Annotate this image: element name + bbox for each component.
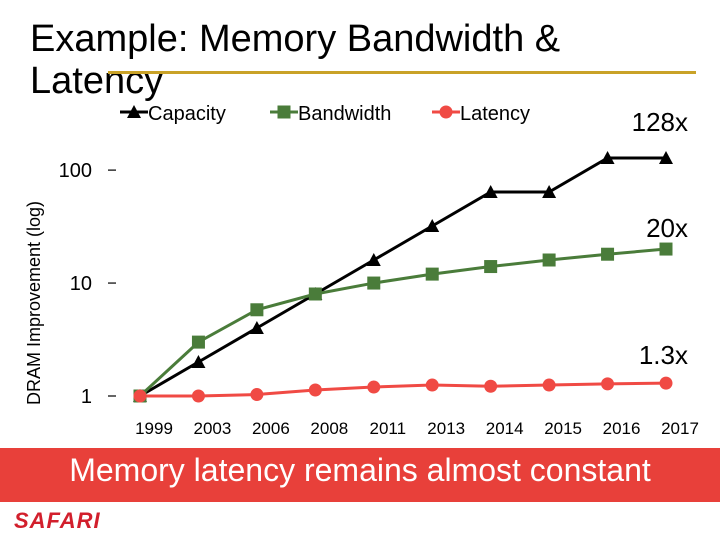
banner-text: Memory latency remains almost constant <box>69 452 651 488</box>
x-tick-label: 1999 <box>135 419 173 438</box>
y-tick-label: 1 <box>81 386 92 408</box>
end-label-bandwidth: 20x <box>646 213 688 243</box>
legend-label: Latency <box>460 103 530 125</box>
y-ticks: 1 10 100 <box>59 160 116 408</box>
data-point-latency <box>659 376 673 390</box>
data-point-capacity <box>249 321 264 334</box>
legend: Capacity Bandwidth Latency <box>120 103 530 125</box>
data-point-bandwidth <box>659 242 673 256</box>
data-point-latency <box>250 388 264 402</box>
data-point-latency <box>542 378 556 392</box>
data-point-capacity <box>659 151 673 164</box>
data-point-capacity <box>600 151 615 164</box>
data-point-latency <box>601 377 615 391</box>
data-point-bandwidth <box>367 276 381 290</box>
x-tick-label: 2015 <box>544 419 582 438</box>
series-line-latency <box>140 381 667 398</box>
x-tick-label: 2003 <box>194 419 232 438</box>
highlight-banner <box>0 448 720 502</box>
data-point-capacity <box>542 185 557 198</box>
x-tick-label: 2017 <box>661 419 699 438</box>
x-tick-label: 2006 <box>252 419 290 438</box>
legend-marker <box>439 105 453 119</box>
x-tick-label: 2016 <box>603 419 641 438</box>
data-point-capacity <box>483 185 498 198</box>
x-tick-label: 2013 <box>427 419 465 438</box>
legend-label: Capacity <box>148 103 226 125</box>
data-point-capacity <box>425 219 440 232</box>
data-point-capacity <box>366 253 381 266</box>
data-point-bandwidth <box>308 287 322 301</box>
series-line-bandwidth <box>138 247 667 398</box>
end-label-capacity: 128x <box>632 107 688 137</box>
data-point-latency <box>367 380 381 394</box>
data-point-latency <box>484 379 498 393</box>
series-line-capacity <box>139 156 666 398</box>
title-underline <box>108 71 696 74</box>
data-point-latency <box>425 378 439 392</box>
data-point-bandwidth <box>250 303 264 317</box>
series-markers <box>133 151 673 403</box>
data-point-bandwidth <box>542 253 556 267</box>
end-label-latency: 1.3x <box>639 340 688 370</box>
end-labels: 128x 20x 1.3x <box>632 107 688 370</box>
legend-marker <box>127 105 141 118</box>
data-point-bandwidth <box>191 335 205 349</box>
x-tick-label: 2011 <box>369 419 406 438</box>
series-lines <box>138 156 667 398</box>
x-tick-labels: 1999 2003 2006 2008 2011 2013 2014 2015 2016 2017 <box>135 419 699 438</box>
data-point-latency <box>308 383 322 397</box>
x-tick-label: 2008 <box>310 419 348 438</box>
safari-logo: SAFARI <box>14 508 101 533</box>
legend-marker <box>277 105 291 119</box>
data-point-bandwidth <box>601 247 615 261</box>
y-tick-label: 10 <box>70 273 92 295</box>
x-tick-label: 2014 <box>486 419 524 438</box>
slide-title: Example: Memory Bandwidth & Latency <box>30 18 561 102</box>
legend-label: Bandwidth <box>298 103 391 125</box>
data-point-bandwidth <box>484 260 498 274</box>
data-point-latency <box>191 389 205 403</box>
data-point-capacity <box>191 355 206 368</box>
data-point-latency <box>133 389 147 403</box>
data-point-bandwidth <box>425 267 439 281</box>
y-tick-label: 100 <box>59 160 92 182</box>
